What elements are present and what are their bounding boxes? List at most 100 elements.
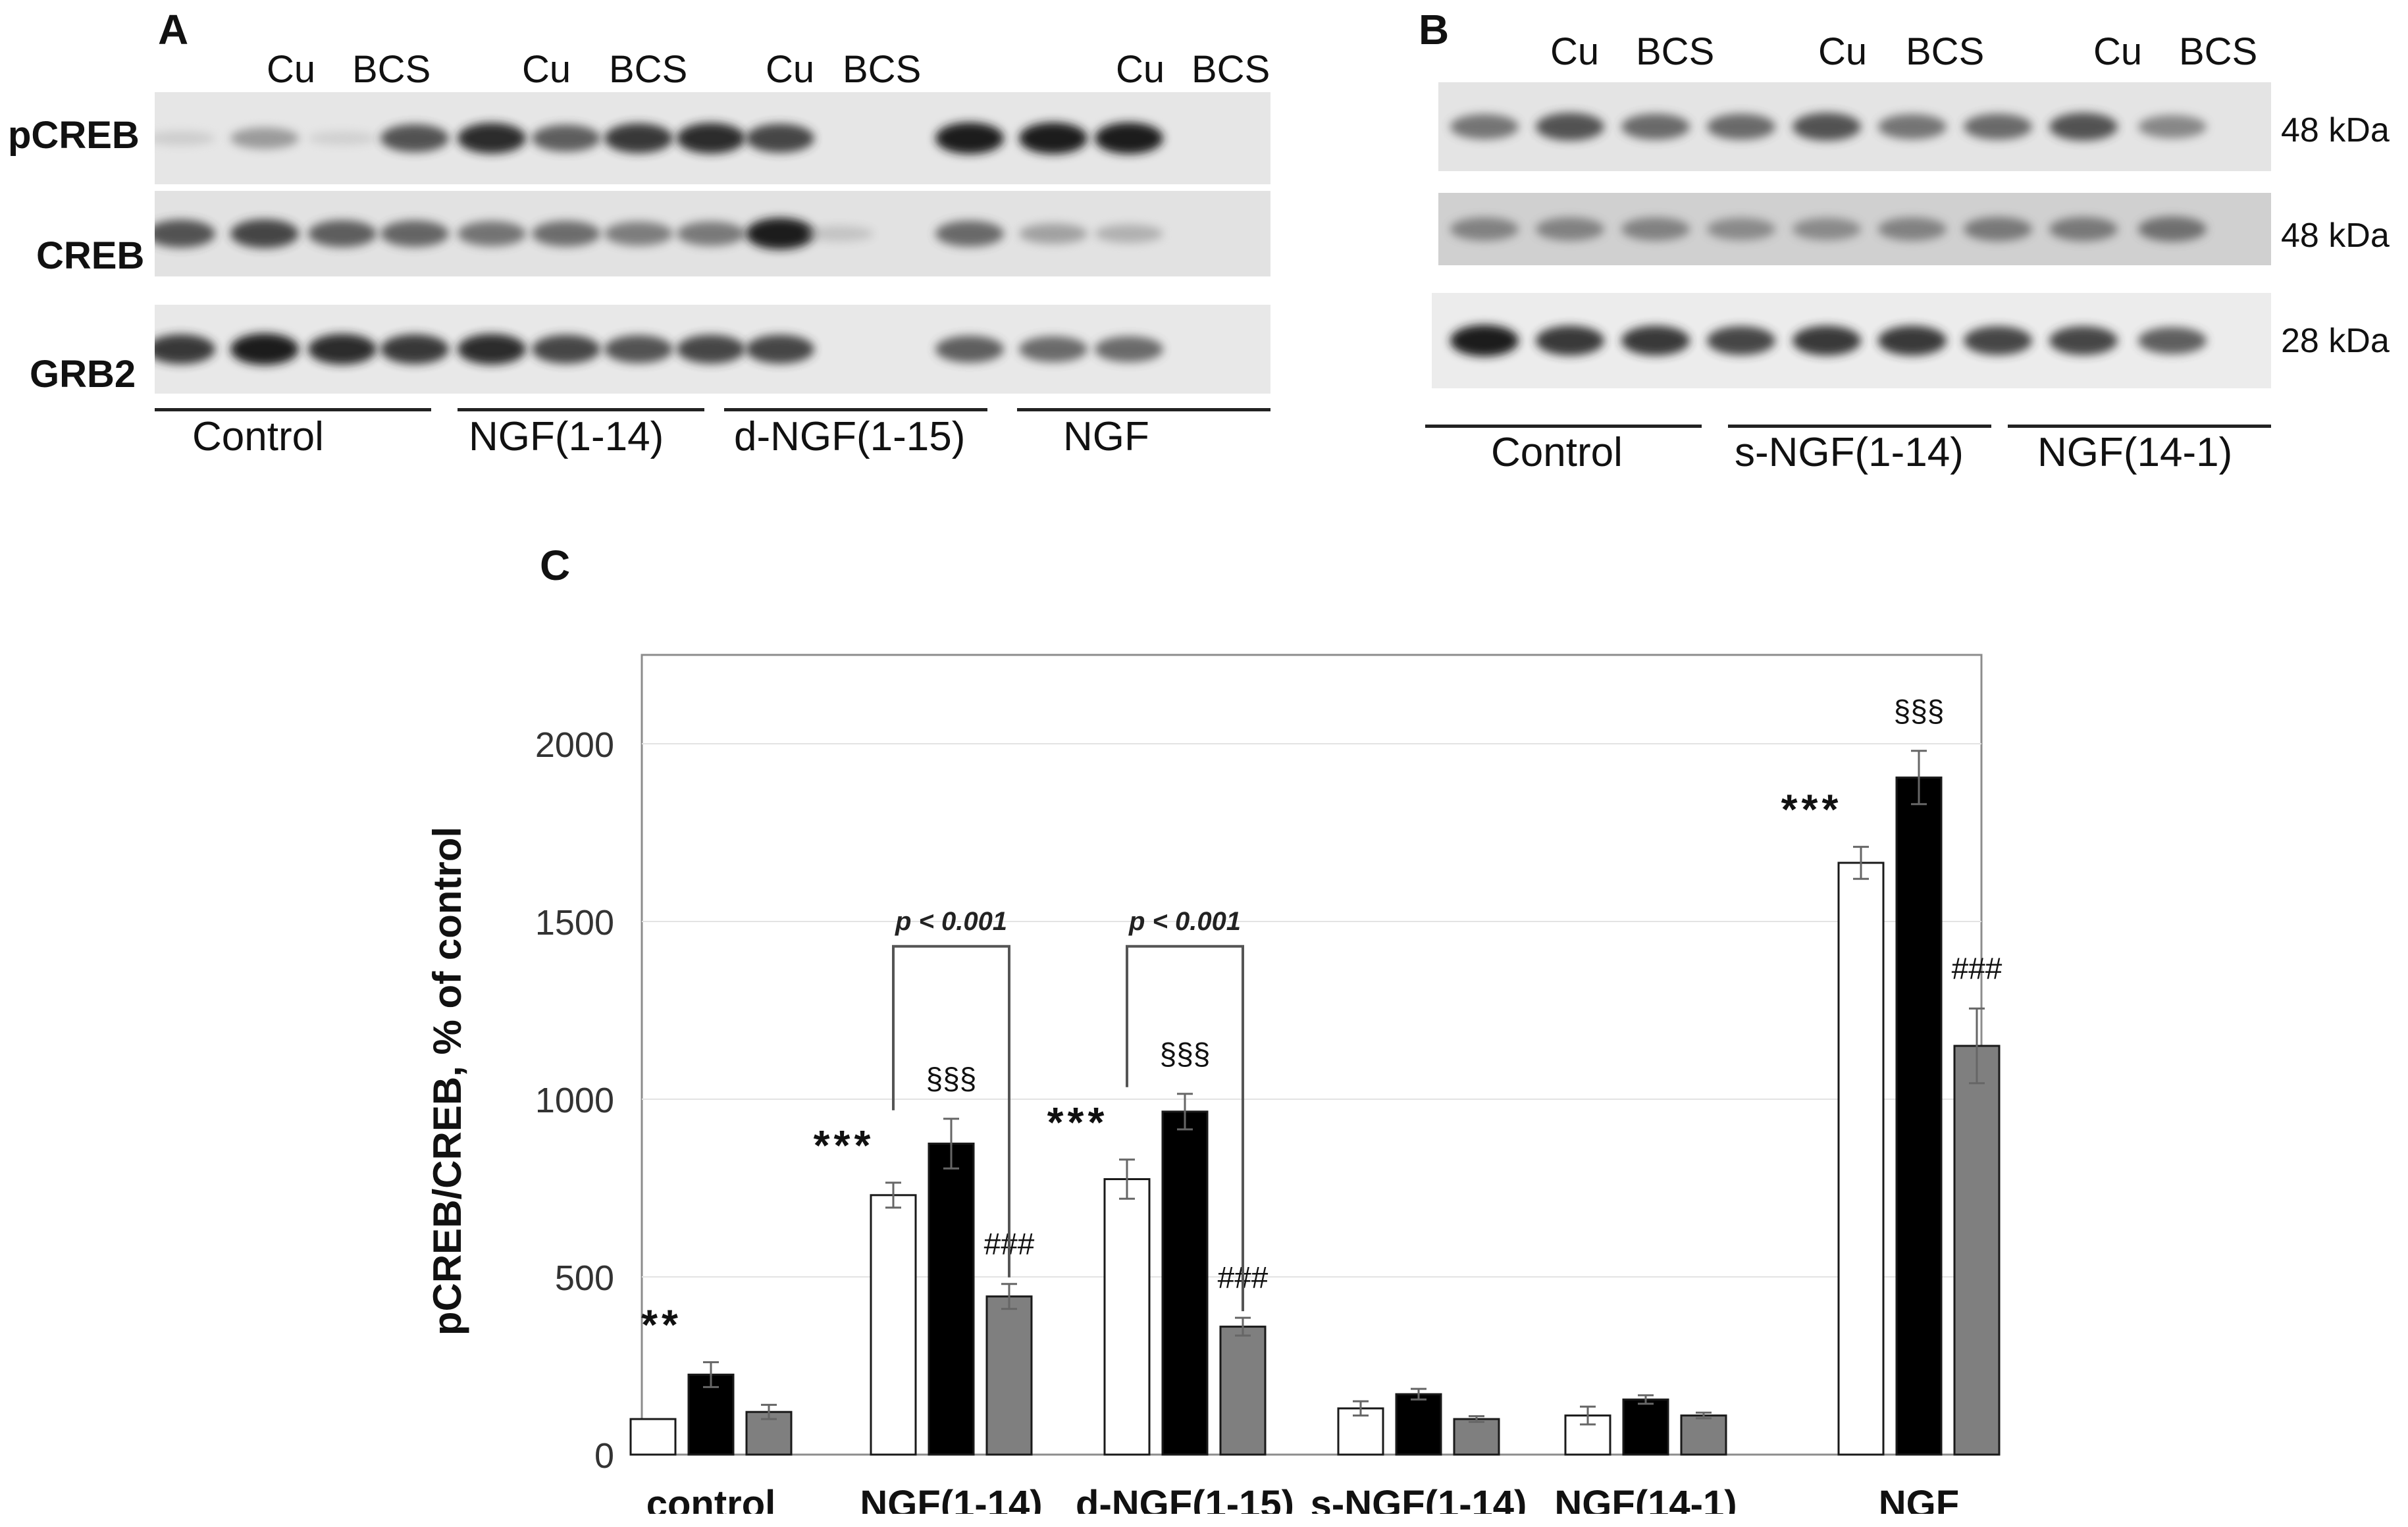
significance-mark-8: §§§ <box>1894 694 1945 728</box>
pa-creb-band-7 <box>677 221 745 246</box>
pa-creb-band-5 <box>532 220 600 247</box>
bar-s0-c2 <box>1103 1178 1151 1456</box>
pb-creb-band-6 <box>1964 217 2032 242</box>
pb-creb-band-8 <box>2138 216 2207 242</box>
error-bar-s1-c1 <box>943 1118 959 1170</box>
pb-pcreb-band-1 <box>1536 113 1604 141</box>
pa-creb-band-9 <box>805 225 874 242</box>
error-bar-s1-c4 <box>1638 1394 1654 1405</box>
error-bar-s2-c1 <box>1001 1283 1017 1310</box>
error-bar-s0-c1 <box>885 1181 901 1209</box>
error-bar-s1-c3 <box>1411 1387 1426 1401</box>
bar-s1-c5 <box>1895 776 1943 1456</box>
bar-s1-c2 <box>1161 1110 1209 1456</box>
panel-b-group-control: Control <box>1491 430 1623 475</box>
pa-grb2-band-7 <box>677 334 745 364</box>
pa-creb-band-12 <box>1095 224 1163 244</box>
panel-a-underline-dngf1-15 <box>724 408 987 411</box>
pa-creb-band-1 <box>230 219 299 248</box>
pa-pcreb-band-5 <box>532 124 600 152</box>
pa-grb2-band-3 <box>380 334 449 365</box>
panel-c-letter: C <box>540 542 571 589</box>
bar-s1-c3 <box>1395 1393 1442 1456</box>
error-bar-s0-c2 <box>1119 1158 1135 1200</box>
error-bar-s2-c0 <box>761 1403 777 1420</box>
plot-frame <box>641 654 1983 1456</box>
pb-grb2-band-8 <box>2138 327 2207 354</box>
panel-b-kda-pcreb: 48 kDa <box>2281 111 2390 149</box>
pa-grb2-band-12 <box>1095 336 1163 363</box>
panel-a-row-label-grb2: GRB2 <box>30 353 136 396</box>
panel-b-group-ngf14-1: NGF(14-1) <box>2037 430 2233 475</box>
significance-mark-0: ** <box>641 1301 682 1349</box>
panel-a-lane-label-2: Cu <box>522 48 571 91</box>
pa-pcreb-band-7 <box>677 122 745 154</box>
panel-a-group-control: Control <box>192 414 324 459</box>
pa-creb-band-10 <box>935 220 1004 247</box>
bar-s1-c4 <box>1622 1398 1669 1456</box>
pa-grb2-band-11 <box>1019 336 1087 363</box>
significance-mark-7: *** <box>1781 786 1843 833</box>
pb-pcreb-band-7 <box>2049 113 2118 141</box>
panel-b-group-sngf1-14: s-NGF(1-14) <box>1735 430 1964 475</box>
error-bar-s1-c2 <box>1177 1093 1193 1131</box>
y-tick-label-1500: 1500 <box>535 903 614 943</box>
error-bar-s2-c5 <box>1969 1007 1985 1085</box>
pa-pcreb-band-4 <box>458 122 526 154</box>
pa-creb-band-2 <box>308 220 377 247</box>
panel-a-row-label-creb: CREB <box>36 234 145 277</box>
pb-creb-band-4 <box>1793 218 1861 240</box>
panel-a-lane-label-3: BCS <box>609 48 688 91</box>
significance-mark-5: §§§ <box>1160 1037 1211 1071</box>
bar-s2-c5 <box>1953 1045 2001 1456</box>
panel-a-blot-pcreb <box>155 92 1270 184</box>
p-value-label-1: p < 0.001 <box>1128 907 1241 936</box>
panel-b-lane-label-5: BCS <box>2179 30 2258 73</box>
pb-grb2-band-6 <box>1964 326 2032 355</box>
bar-s2-c1 <box>985 1295 1033 1456</box>
pa-grb2-band-8 <box>746 334 814 364</box>
panel-a-lane-label-5: BCS <box>843 48 922 91</box>
error-bar-s1-c5 <box>1911 750 1927 806</box>
bar-chart: 0 500 1000 1500 2000 pCREB/CREB, % of control… <box>425 654 2002 1514</box>
panel-b-underline-control <box>1425 425 1702 428</box>
pa-grb2-band-2 <box>308 334 377 365</box>
pa-pcreb-band-3 <box>380 124 449 153</box>
x-category-label-4: NGF(14-1) <box>1554 1483 1737 1514</box>
error-bar-s1-c0 <box>703 1361 719 1388</box>
pa-grb2-band-4 <box>458 334 526 365</box>
error-bar-s2-c4 <box>1696 1411 1712 1420</box>
pb-creb-band-5 <box>1878 217 1947 241</box>
pa-pcreb-band-12 <box>1095 122 1163 154</box>
pb-grb2-band-5 <box>1878 325 1947 356</box>
bar-s2-c4 <box>1680 1414 1727 1456</box>
pa-grb2-band-10 <box>935 336 1004 363</box>
pb-pcreb-band-3 <box>1707 113 1775 140</box>
pa-pcreb-band-8 <box>746 124 814 153</box>
bar-s0-c1 <box>870 1194 917 1456</box>
bar-s2-c3 <box>1453 1418 1500 1456</box>
pa-pcreb-band-11 <box>1019 122 1087 154</box>
panel-b-lane-label-0: Cu <box>1550 30 1600 73</box>
x-category-label-3: s-NGF(1-14) <box>1311 1483 1527 1514</box>
panel-b-blot-pcreb <box>1438 82 2271 171</box>
pb-pcreb-band-4 <box>1793 113 1861 141</box>
pb-grb2-band-0 <box>1450 324 1519 357</box>
pa-pcreb-band-2 <box>308 131 377 145</box>
pb-grb2-band-2 <box>1621 325 1690 356</box>
panel-b-lane-label-2: Cu <box>1818 30 1868 73</box>
x-category-label-0: control <box>646 1483 776 1514</box>
pb-grb2-band-7 <box>2049 326 2118 355</box>
pb-grb2-band-4 <box>1793 325 1861 356</box>
significance-bracket-1 <box>1126 945 1244 1312</box>
panel-b-letter: B <box>1419 6 1450 53</box>
pb-grb2-band-3 <box>1707 326 1775 355</box>
panel-a-underline-control <box>155 408 431 411</box>
panel-b-lane-label-1: BCS <box>1636 30 1715 73</box>
panel-a-underline-ngf1-14 <box>458 408 704 411</box>
panel-a-row-label-pcreb: pCREB <box>8 114 140 157</box>
panel-a-lane-label-4: Cu <box>766 48 815 91</box>
x-category-label-2: d-NGF(1-15) <box>1076 1483 1294 1514</box>
panel-b-kda-creb: 48 kDa <box>2281 217 2390 255</box>
y-tick-label-2000: 2000 <box>535 725 614 765</box>
